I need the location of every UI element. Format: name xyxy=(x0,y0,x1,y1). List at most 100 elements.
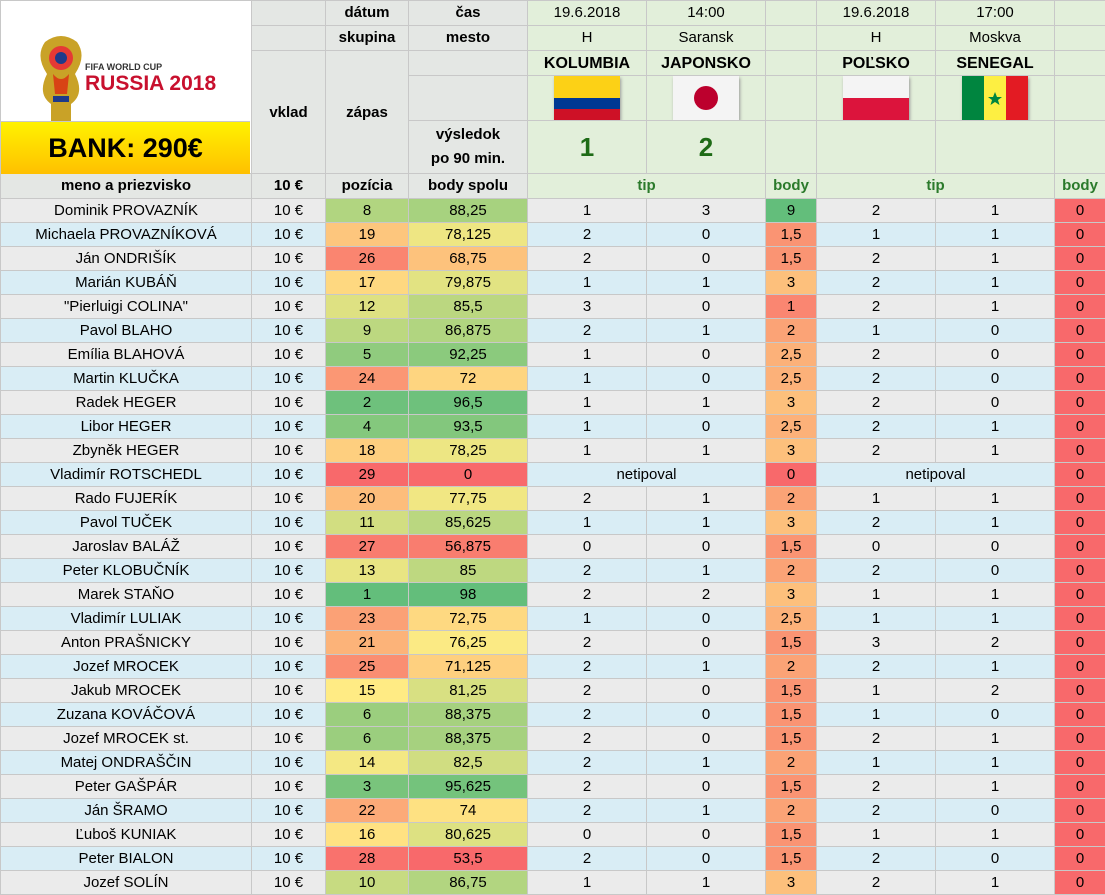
match1-tip-away: 1 xyxy=(647,655,766,679)
poland-flag-icon xyxy=(843,76,909,120)
empty-cell xyxy=(1055,121,1105,174)
meno-header: meno a priezvisko xyxy=(1,174,252,199)
match1-tip-away: 1 xyxy=(647,391,766,415)
match1-points: 1,5 xyxy=(766,703,817,727)
match2-tip-away: 0 xyxy=(936,703,1055,727)
match2-points: 0 xyxy=(1055,799,1105,823)
player-total-points: 96,5 xyxy=(409,391,528,415)
player-vklad: 10 € xyxy=(252,823,326,847)
match1-points: 2 xyxy=(766,319,817,343)
match2-tip-away: 1 xyxy=(936,271,1055,295)
logo-line2: RUSSIA 2018 xyxy=(85,72,216,96)
match2-body-header: body xyxy=(1055,174,1105,199)
player-vklad: 10 € xyxy=(252,319,326,343)
player-total-points: 74 xyxy=(409,799,528,823)
match2-points: 0 xyxy=(1055,511,1105,535)
player-name: Marián KUBÁŇ xyxy=(1,271,252,295)
match1-no-tip: netipoval xyxy=(528,463,766,487)
match2-tip-home: 1 xyxy=(817,487,936,511)
player-position: 4 xyxy=(326,415,409,439)
match1-group: H xyxy=(528,26,647,51)
match2-tip-home: 0 xyxy=(817,535,936,559)
match1-tip-home: 0 xyxy=(528,535,647,559)
match1-points: 2,5 xyxy=(766,607,817,631)
match1-tip-away: 0 xyxy=(647,703,766,727)
match2-tip-home: 2 xyxy=(817,199,936,223)
match2-city: Moskva xyxy=(936,26,1055,51)
player-total-points: 76,25 xyxy=(409,631,528,655)
match2-tip-away: 1 xyxy=(936,415,1055,439)
match1-tip-home: 2 xyxy=(528,751,647,775)
match1-tip-home: 3 xyxy=(528,295,647,319)
match2-points: 0 xyxy=(1055,463,1105,487)
match1-points: 3 xyxy=(766,871,817,895)
match1-tip-home: 2 xyxy=(528,799,647,823)
match2-tip-home: 1 xyxy=(817,679,936,703)
match2-points: 0 xyxy=(1055,607,1105,631)
po90-text: po 90 min. xyxy=(409,147,527,171)
match1-tip-away: 0 xyxy=(647,247,766,271)
datum-label: dátum xyxy=(326,1,409,26)
player-position: 27 xyxy=(326,535,409,559)
player-total-points: 80,625 xyxy=(409,823,528,847)
player-vklad: 10 € xyxy=(252,343,326,367)
match2-tip-home: 2 xyxy=(817,343,936,367)
match1-tip-home: 1 xyxy=(528,343,647,367)
player-position: 29 xyxy=(326,463,409,487)
match2-tip-home: 2 xyxy=(817,511,936,535)
match2-tip-away: 1 xyxy=(936,775,1055,799)
player-position: 22 xyxy=(326,799,409,823)
match2-tip-away: 2 xyxy=(936,679,1055,703)
match1-tip-away: 1 xyxy=(647,751,766,775)
player-vklad: 10 € xyxy=(252,751,326,775)
match2-tip-away: 1 xyxy=(936,511,1055,535)
empty-cell xyxy=(766,1,817,26)
match1-points: 1 xyxy=(766,295,817,319)
player-vklad: 10 € xyxy=(252,511,326,535)
player-position: 18 xyxy=(326,439,409,463)
player-total-points: 88,375 xyxy=(409,703,528,727)
player-position: 10 xyxy=(326,871,409,895)
match1-points: 2 xyxy=(766,487,817,511)
match2-tip-away: 0 xyxy=(936,319,1055,343)
player-total-points: 85 xyxy=(409,559,528,583)
match1-points: 1,5 xyxy=(766,775,817,799)
player-name: Matej ONDRAŠČIN xyxy=(1,751,252,775)
match1-tip-away: 1 xyxy=(647,871,766,895)
player-vklad: 10 € xyxy=(252,583,326,607)
player-name: "Pierluigi COLINA" xyxy=(1,295,252,319)
japan-flag-cell xyxy=(647,76,766,121)
player-vklad: 10 € xyxy=(252,415,326,439)
player-position: 6 xyxy=(326,727,409,751)
match1-tip-home: 2 xyxy=(528,559,647,583)
player-vklad: 10 € xyxy=(252,247,326,271)
match1-points: 9 xyxy=(766,199,817,223)
match1-tip-away: 1 xyxy=(647,271,766,295)
match1-tip-home: 1 xyxy=(528,511,647,535)
match1-away-score: 2 xyxy=(647,121,766,174)
match1-tip-home: 2 xyxy=(528,319,647,343)
match1-points: 2 xyxy=(766,655,817,679)
match1-tip-away: 0 xyxy=(647,631,766,655)
empty-cell xyxy=(766,51,817,76)
player-total-points: 98 xyxy=(409,583,528,607)
player-name: Peter BIALON xyxy=(1,847,252,871)
match2-tip-away: 1 xyxy=(936,223,1055,247)
match1-tip-away: 0 xyxy=(647,607,766,631)
player-name: Rado FUJERÍK xyxy=(1,487,252,511)
match1-tip-away: 1 xyxy=(647,511,766,535)
match2-tip-away: 2 xyxy=(936,631,1055,655)
player-total-points: 88,25 xyxy=(409,199,528,223)
match2-tip-away: 1 xyxy=(936,727,1055,751)
match2-points: 0 xyxy=(1055,535,1105,559)
match1-tip-home: 1 xyxy=(528,391,647,415)
match2-points: 0 xyxy=(1055,655,1105,679)
match2-points: 0 xyxy=(1055,439,1105,463)
match2-tip-home: 2 xyxy=(817,775,936,799)
player-vklad: 10 € xyxy=(252,727,326,751)
